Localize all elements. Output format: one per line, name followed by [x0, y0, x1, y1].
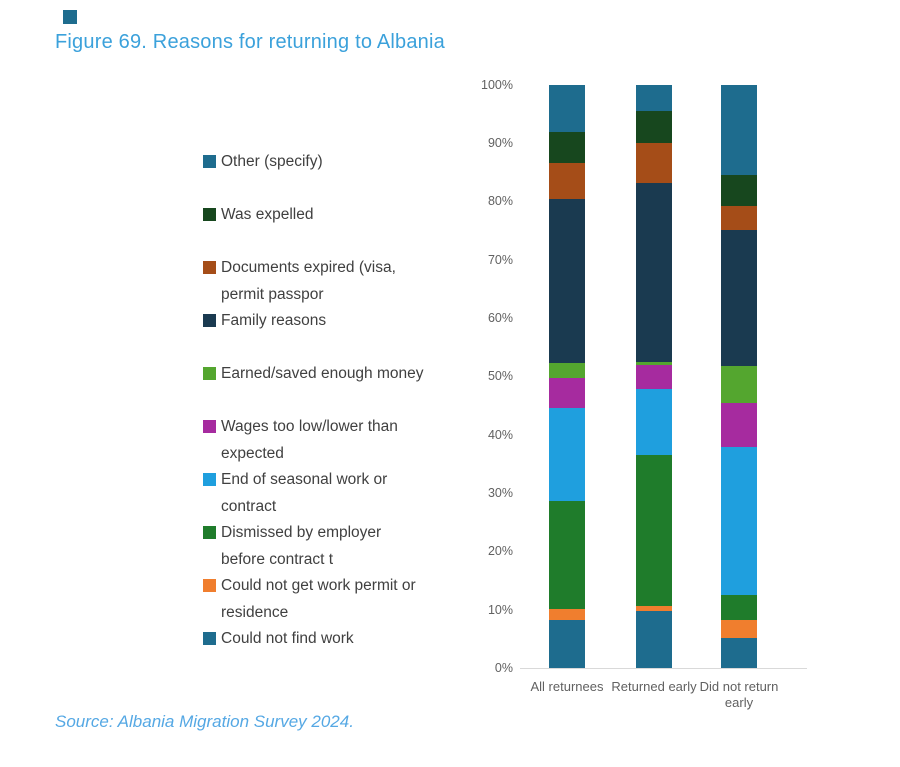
legend-label: Wages too low/lower than expected	[221, 418, 398, 462]
legend-swatch	[203, 632, 216, 645]
legend-item: Wages too low/lower than expected	[203, 413, 433, 467]
y-tick-label: 0%	[494, 661, 513, 675]
legend-item: End of seasonal work or contract	[203, 466, 433, 520]
bar-segment	[721, 403, 757, 448]
legend-swatch	[203, 526, 216, 539]
y-tick-label: 10%	[487, 602, 513, 617]
x-axis-baseline	[520, 668, 807, 669]
bar-segment	[549, 501, 585, 610]
bar-segment	[549, 199, 585, 363]
legend-label: Dismissed by employer before contract t	[221, 524, 382, 568]
bar-segment	[721, 84, 757, 175]
y-tick-label: 30%	[487, 485, 513, 500]
bar-segment	[549, 362, 585, 378]
legend-label: Family reasons	[221, 312, 327, 329]
source-note: Source: Albania Migration Survey 2024.	[55, 712, 354, 731]
bar-segment	[549, 408, 585, 502]
bar-segment	[636, 455, 672, 606]
bar-segment	[721, 638, 757, 668]
bar-segment	[721, 366, 757, 404]
bar-segment	[549, 609, 585, 621]
bar-segment	[721, 620, 757, 639]
x-category-label: All returnees	[530, 679, 604, 694]
legend-label: Was expelled	[221, 206, 314, 223]
bar-segment	[636, 361, 672, 366]
legend-item: Earned/saved enough money	[203, 360, 433, 387]
legend-item: Dismissed by employer before contract t	[203, 519, 433, 573]
figure-title: Figure 69. Reasons for returning to Alba…	[55, 31, 445, 53]
legend-swatch	[203, 367, 216, 380]
legend-item: Family reasons	[203, 307, 433, 334]
legend-swatch	[203, 420, 216, 433]
bar-segment	[636, 84, 672, 111]
bar-segment	[721, 595, 757, 621]
legend-item: Was expelled	[203, 201, 433, 228]
bar-segment	[721, 230, 757, 367]
x-category-label: Returned early	[611, 679, 697, 694]
bar-segment	[549, 131, 585, 164]
y-tick-label: 90%	[487, 135, 513, 150]
legend-swatch	[203, 473, 216, 486]
bar-segment	[721, 206, 757, 231]
bar-segment	[636, 110, 672, 143]
bar-segment	[549, 84, 585, 132]
y-tick-label: 50%	[487, 369, 513, 384]
legend-label: End of seasonal work or contract	[221, 471, 388, 515]
y-tick-label: 70%	[487, 252, 513, 267]
bar-segment	[636, 605, 672, 612]
bar-segment	[549, 620, 585, 668]
legend-label: Could not find work	[221, 630, 354, 647]
legend-item: Could not get work permit or residence	[203, 572, 433, 626]
bar-segment	[549, 378, 585, 409]
y-tick-label: 100%	[481, 77, 513, 92]
y-tick-label: 40%	[487, 427, 513, 442]
legend-item: Could not find work	[203, 625, 433, 652]
legend-swatch	[203, 579, 216, 592]
legend-item: Other (specify)	[203, 148, 433, 175]
bar-segment	[636, 389, 672, 455]
legend-swatch	[203, 208, 216, 221]
bar-segment	[636, 142, 672, 184]
legend-label: Earned/saved enough money	[221, 365, 424, 382]
legend-swatch	[203, 261, 216, 274]
bar-segment	[636, 183, 672, 362]
legend-swatch	[203, 314, 216, 327]
y-tick-label: 80%	[487, 194, 513, 209]
y-tick-label: 20%	[487, 544, 513, 559]
y-tick-label: 60%	[487, 310, 513, 325]
legend-item: Documents expired (visa, permit passpor	[203, 254, 433, 308]
legend-label: Documents expired (visa, permit passpor	[221, 259, 396, 303]
bar-segment	[549, 163, 585, 200]
legend-swatch	[203, 155, 216, 168]
bar-segment	[636, 365, 672, 390]
legend-label: Could not get work permit or residence	[221, 577, 416, 621]
chart-legend: Other (specify) Was expelled Documents exp…	[0, 0, 460, 700]
bar-segment	[636, 611, 672, 668]
corner-accent-square	[63, 10, 77, 24]
bar-segment	[721, 174, 757, 207]
bar-segment	[721, 447, 757, 596]
x-category-label: Did not return early	[699, 679, 779, 710]
legend-label: Other (specify)	[221, 153, 323, 170]
